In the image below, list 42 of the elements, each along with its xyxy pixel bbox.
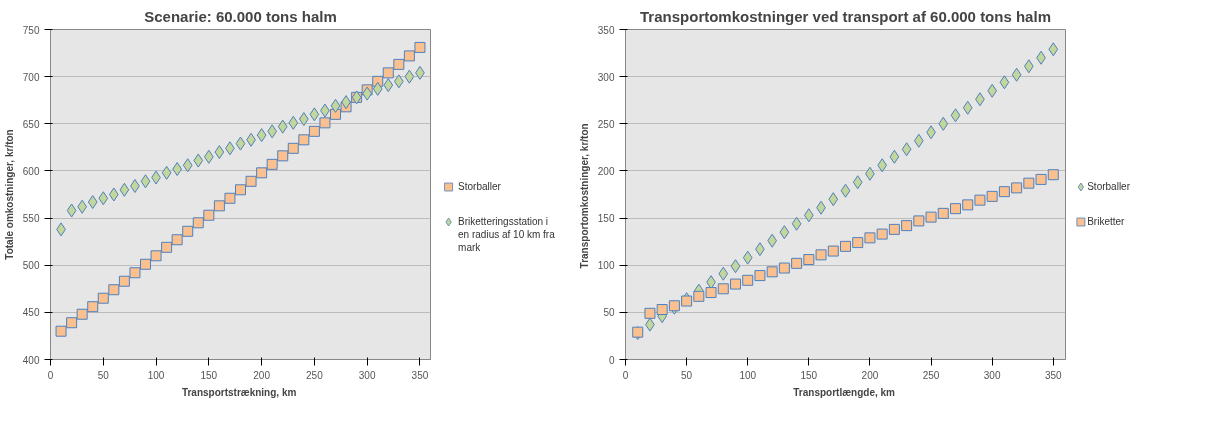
x-tick-label: 50 [681, 369, 693, 381]
x-tick-label: 100 [147, 369, 165, 381]
y-tick-label: 50 [603, 307, 615, 319]
x-axis-title: Transportstrækning, km [181, 386, 297, 398]
y-tick-label: 700 [22, 71, 40, 83]
x-tick-label: 0 [47, 369, 54, 381]
x-tick-label: 150 [200, 369, 218, 381]
legend-label: Storballer [1087, 181, 1131, 192]
x-tick-label: 0 [622, 369, 629, 381]
x-tick-label: 50 [97, 369, 110, 381]
x-tick-label: 300 [358, 369, 376, 381]
x-tick-label: 350 [411, 369, 429, 381]
x-tick-label: 200 [253, 369, 271, 381]
x-tick-label: 200 [861, 369, 879, 381]
y-tick-label: 100 [597, 260, 615, 272]
y-tick-label: 600 [22, 165, 40, 177]
x-tick-label: 100 [739, 369, 757, 381]
y-tick-label: 150 [597, 213, 615, 225]
x-tick-label: 300 [983, 369, 1001, 381]
y-tick-label: 500 [22, 260, 40, 272]
x-axis-title: Transportlængde, km [793, 386, 896, 398]
x-tick-label: 350 [1044, 369, 1063, 381]
y-tick-label: 550 [22, 213, 40, 225]
y-tick-label: 0 [608, 354, 615, 366]
chart-title: Scenarie: 60.000 tons halm [144, 7, 337, 25]
y-tick-label: 750 [22, 24, 40, 36]
x-tick-label: 150 [800, 369, 818, 381]
y-tick-label: 650 [22, 118, 40, 130]
y-axis-title: Transportomkostninger, kr/ton [578, 123, 590, 269]
x-tick-label: 250 [922, 369, 940, 381]
chart-title: Transportomkostninger ved transport af 60.000 tons halm [640, 7, 1051, 25]
y-tick-label: 450 [22, 307, 40, 319]
y-tick-label: 250 [597, 118, 615, 130]
y-tick-label: 300 [597, 71, 615, 83]
y-tick-label: 400 [22, 354, 40, 366]
legend-label: Briketteringsstation i en radius af 10 km fra mark [458, 216, 556, 254]
y-tick-label: 200 [597, 165, 615, 177]
x-tick-label: 250 [306, 369, 324, 381]
legend-label: Briketter [1087, 216, 1126, 227]
legend-label: Storballer [458, 181, 502, 192]
y-axis-title: Totale omkostninger, kr/ton [3, 129, 15, 260]
y-tick-label: 350 [597, 24, 615, 36]
